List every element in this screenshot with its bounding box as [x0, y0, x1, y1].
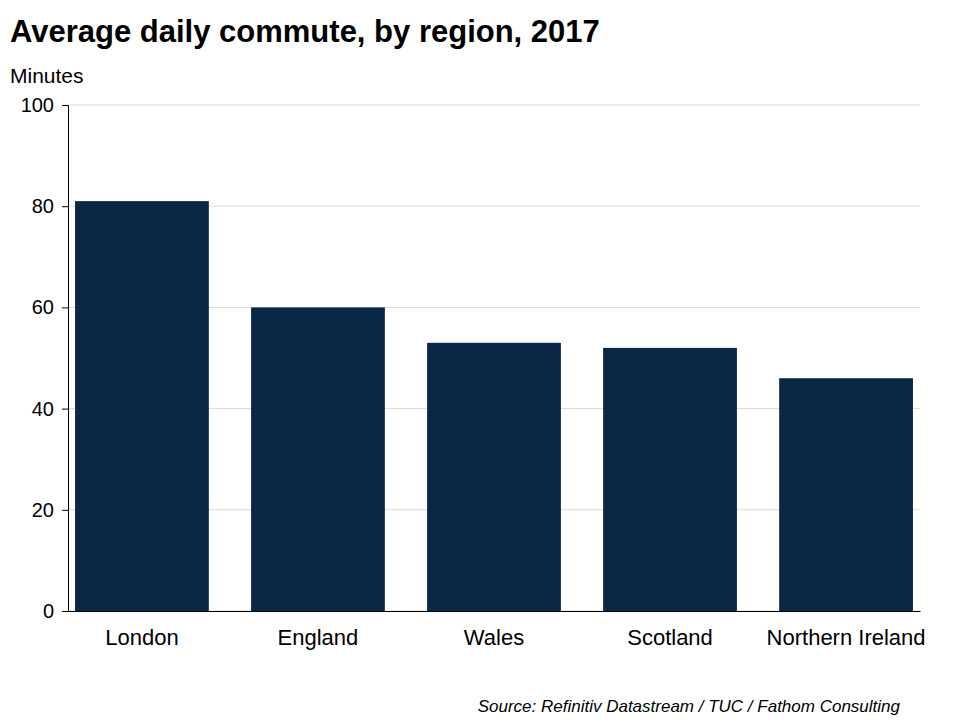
y-tick: 100 [21, 94, 68, 116]
source: Source: Refinitiv Datastream / TUC / Fat… [478, 697, 901, 716]
y-tick-mark [62, 510, 68, 511]
x-axis-line [69, 611, 921, 612]
x-tick-label: Northern Ireland [767, 625, 926, 650]
y-tick-mark [62, 105, 68, 106]
y-tick-mark [62, 409, 68, 410]
x-tick-label: London [105, 625, 178, 650]
bar [75, 201, 209, 611]
x-tick: Scotland [627, 611, 713, 650]
bars [75, 201, 913, 611]
y-tick-label: 80 [32, 195, 54, 217]
y-tick-mark [62, 611, 68, 612]
y-tick: 60 [32, 296, 68, 318]
y-tick: 0 [43, 600, 68, 622]
y-tick-label: 60 [32, 296, 54, 318]
y-tick: 80 [32, 195, 68, 217]
title: Average daily commute, by region, 2017 [10, 14, 600, 49]
y-axis-title: Minutes [10, 64, 84, 87]
chart: 0 20 40 60 80 100 London England Wales Scotland No… [0, 0, 960, 720]
bar [251, 307, 385, 611]
y-tick-label: 20 [32, 499, 54, 521]
x-axis: London England Wales Scotland Northern Irela… [69, 611, 926, 650]
bar [427, 343, 561, 611]
grid [68, 105, 920, 611]
bar [779, 378, 913, 611]
x-tick-label: Wales [464, 625, 524, 650]
y-tick-mark [62, 206, 68, 207]
y-tick: 40 [32, 398, 68, 420]
y-axis: 0 20 40 60 80 100 [21, 94, 69, 622]
x-tick: Northern Ireland [767, 611, 926, 650]
bar [603, 348, 737, 611]
y-tick-label: 100 [21, 94, 54, 116]
grid-line [68, 105, 920, 106]
y-tick: 20 [32, 499, 68, 521]
x-tick: England [278, 611, 359, 650]
y-tick-label: 0 [43, 600, 54, 622]
x-tick: London [105, 611, 178, 650]
x-tick: Wales [464, 611, 524, 650]
x-tick-label: Scotland [627, 625, 713, 650]
x-tick-label: England [278, 625, 359, 650]
y-tick-mark [62, 307, 68, 308]
y-axis-line [62, 106, 69, 612]
y-tick-label: 40 [32, 398, 54, 420]
